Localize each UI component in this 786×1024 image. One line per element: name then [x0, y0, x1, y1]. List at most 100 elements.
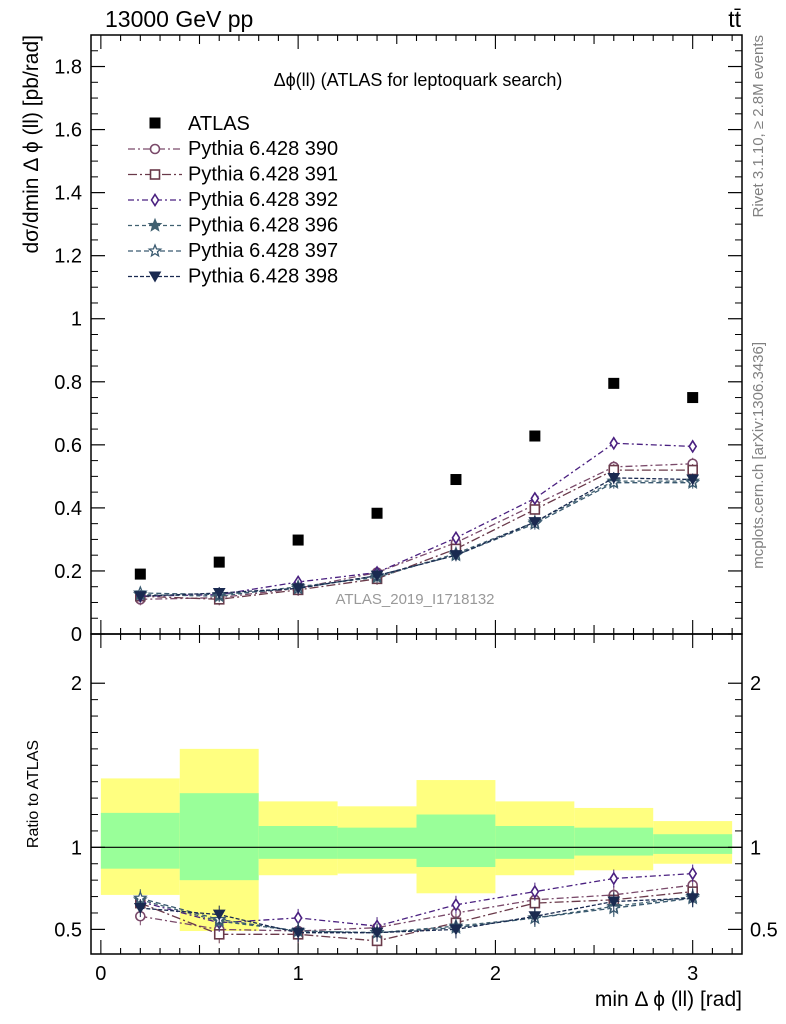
- series-6-point: [133, 591, 147, 603]
- y-tick-label: 1.4: [54, 183, 82, 205]
- data-point: [450, 474, 462, 486]
- x-axis-label: min Δ ϕ (ll) [rad]: [595, 988, 742, 1011]
- y-tick-label: 1: [71, 309, 82, 331]
- ratio-6-point: [528, 911, 542, 923]
- y-tick-label: 0.4: [54, 498, 82, 520]
- legend-label-6: Pythia 6.428 398: [188, 266, 338, 288]
- band-inner-bin: [258, 826, 338, 859]
- series-3-point: [688, 439, 698, 454]
- chart-title: Δϕ(ll) (ATLAS for leptoquark search): [274, 70, 563, 90]
- legend-marker-5: [147, 243, 163, 258]
- header-right: tt̄: [728, 6, 741, 32]
- band-inner-bin: [100, 812, 180, 869]
- y-tick-label: 1.8: [54, 57, 82, 79]
- ratio-6-point: [607, 896, 621, 908]
- ratio-y-tick-label: 2: [71, 673, 82, 695]
- ratio-6-point: [449, 924, 463, 936]
- side-label-mcplots: mcplots.cern.ch [arXiv:1306.3436]: [750, 342, 767, 569]
- data-point: [529, 430, 541, 442]
- ratio-3-point: [451, 897, 461, 912]
- ratio-y-tick-label: 0.5: [54, 919, 82, 941]
- legend-label-2: Pythia 6.428 391: [188, 164, 338, 186]
- y-tick-label: 0: [71, 624, 82, 646]
- x-tick-label: 2: [490, 963, 501, 985]
- y-tick-label: 1.2: [54, 246, 82, 268]
- header-left: 13000 GeV pp: [105, 6, 253, 32]
- series-2-point: [687, 464, 698, 476]
- y-tick-label: 0.8: [54, 372, 82, 394]
- data-point: [213, 556, 225, 568]
- data-point: [134, 568, 146, 580]
- band-inner-bin: [495, 826, 575, 859]
- series-line-3: [140, 442, 693, 597]
- data-point: [292, 534, 304, 546]
- ratio-6-point: [291, 927, 305, 939]
- ratio-y-tick-label-right: 2: [750, 673, 761, 695]
- band-inner-bin: [653, 834, 733, 854]
- x-tick-label: 0: [95, 963, 106, 985]
- ratio-axes: 0.5 0.5 1 1 2 2 0 1 2 3: [54, 634, 778, 985]
- ratio-line-3: [140, 872, 693, 927]
- ratio-y-tick-label-right: 0.5: [750, 919, 778, 941]
- legend-marker-2: [149, 169, 161, 180]
- legend-label-5: Pythia 6.428 397: [188, 240, 338, 262]
- ratio-3-point: [530, 884, 540, 899]
- legend-marker-data: [149, 117, 161, 129]
- y-tick-label: 0.6: [54, 435, 82, 457]
- series-line-6: [140, 477, 693, 597]
- series-2-point: [529, 504, 541, 515]
- series-line-1: [140, 463, 693, 600]
- ratio-y-tick-label: 1: [71, 837, 82, 859]
- ratio-6-point: [370, 927, 384, 939]
- watermark: ATLAS_2019_I1718132: [335, 591, 494, 608]
- legend-marker-3: [150, 193, 160, 207]
- series-6-point: [686, 474, 700, 486]
- legend: ATLAS Pythia 6.428 390 Pythia 6.428 391 Pyt…: [128, 113, 338, 288]
- ratio-line-2: [140, 890, 693, 942]
- series-line-5: [140, 482, 693, 596]
- series-6-point: [607, 472, 621, 484]
- legend-label-data: ATLAS: [188, 113, 250, 135]
- data-point: [371, 507, 383, 519]
- ratio-marks: [132, 864, 701, 950]
- series-6-point: [449, 550, 463, 562]
- ratio-3-point: [293, 910, 303, 925]
- side-label-rivet: Rivet 3.1.10, ≥ 2.8M events: [750, 35, 767, 218]
- x-tick-label: 1: [293, 963, 304, 985]
- legend-label-4: Pythia 6.428 396: [188, 215, 338, 237]
- ratio-y-axis-label: Ratio to ATLAS: [25, 740, 42, 848]
- main-marks: [132, 377, 701, 606]
- series-3-point: [530, 491, 540, 506]
- data-point: [608, 377, 620, 389]
- ratio-line-4: [140, 895, 693, 934]
- ratio-3-point: [688, 866, 698, 881]
- data-point: [687, 392, 699, 404]
- ratio-3-point: [609, 871, 619, 886]
- ratio-bands: [91, 748, 742, 932]
- ratio-y-tick-label-right: 1: [750, 837, 761, 859]
- series-3-point: [609, 436, 619, 451]
- ratio-line-1: [140, 884, 693, 932]
- series-6-point: [291, 583, 305, 595]
- ratio-6-point: [212, 909, 226, 921]
- series-6-point: [528, 517, 542, 529]
- legend-marker-6: [148, 271, 162, 283]
- band-inner-bin: [574, 827, 654, 856]
- y-tick-label: 0.2: [54, 561, 82, 583]
- y-axis-label: dσ/dmin Δ ϕ (ll) [pb/rad]: [20, 35, 43, 254]
- series-3-point: [451, 530, 461, 545]
- series-6-point: [212, 588, 226, 600]
- ratio-6-point: [686, 893, 700, 905]
- legend-label-3: Pythia 6.428 392: [188, 189, 338, 211]
- band-inner-bin: [179, 793, 259, 881]
- series-line-4: [140, 480, 693, 597]
- y-tick-label: 1.6: [54, 120, 82, 142]
- band-inner-bin: [337, 827, 417, 859]
- ratio-line-5: [140, 897, 693, 934]
- x-tick-label: 3: [687, 963, 698, 985]
- band-inner-bin: [416, 814, 496, 868]
- legend-marker-1: [149, 143, 161, 155]
- ratio-6-point: [133, 903, 147, 915]
- legend-label-1: Pythia 6.428 390: [188, 138, 338, 160]
